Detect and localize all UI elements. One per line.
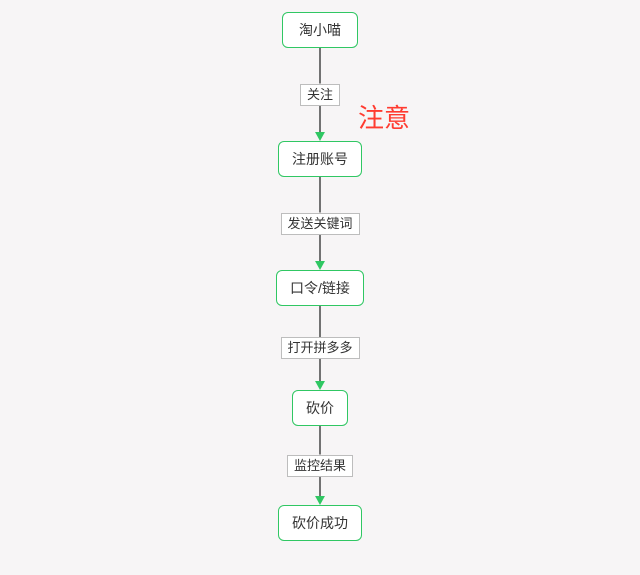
flowchart-canvas: 关注发送关键词打开拼多多监控结果淘小喵注册账号口令/链接砍价砍价成功注意 (0, 0, 640, 575)
node-n5: 砍价成功 (278, 505, 362, 541)
node-n2: 注册账号 (278, 141, 362, 177)
node-n1: 淘小喵 (282, 12, 358, 48)
node-n4: 砍价 (292, 390, 348, 426)
annotation-note: 注意 (358, 98, 410, 135)
node-n3: 口令/链接 (276, 270, 364, 306)
edge-label: 监控结果 (287, 455, 353, 477)
